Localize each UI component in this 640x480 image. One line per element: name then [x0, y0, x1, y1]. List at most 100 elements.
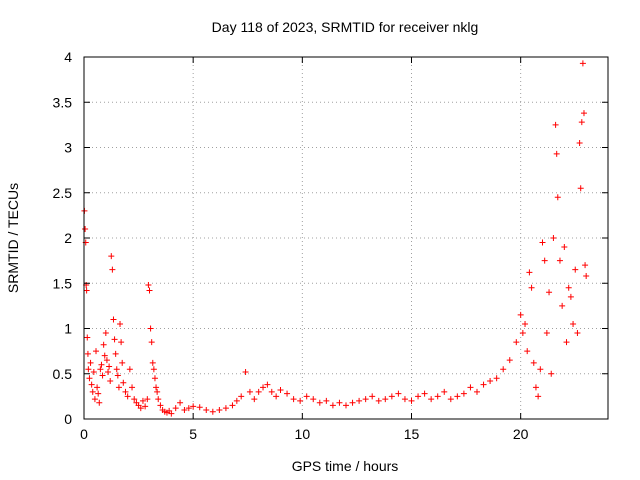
data-point [145, 282, 152, 289]
data-point [408, 397, 415, 404]
ticks [83, 56, 608, 420]
data-point [98, 361, 105, 368]
data-point [415, 393, 422, 400]
data-point [147, 325, 154, 332]
data-point [82, 225, 89, 232]
data-point [336, 399, 343, 406]
data-point [552, 121, 559, 128]
data-point [151, 375, 158, 382]
data-point [519, 330, 526, 337]
data-point [297, 397, 304, 404]
data-point [93, 348, 100, 355]
data-point [110, 316, 117, 323]
data-point [139, 397, 146, 404]
data-point [530, 359, 537, 366]
data-point [532, 384, 539, 391]
y-tick-label: 0.5 [53, 366, 73, 382]
data-point [567, 293, 574, 300]
data-point [565, 284, 572, 291]
data-point [124, 393, 131, 400]
x-tick-label: 20 [513, 426, 529, 442]
data-point [108, 253, 115, 260]
data-point [290, 396, 297, 403]
data-point [323, 397, 330, 404]
data-point [168, 410, 175, 417]
data-point [137, 405, 144, 412]
data-point [577, 185, 584, 192]
data-point [113, 366, 120, 373]
data-point [401, 396, 408, 403]
data-point [356, 397, 363, 404]
data-point [260, 384, 267, 391]
data-point [382, 396, 389, 403]
data-point [229, 402, 236, 409]
data-point [369, 393, 376, 400]
data-point [303, 393, 310, 400]
data-point [146, 287, 153, 294]
data-point [89, 388, 96, 395]
y-tick-label: 4 [64, 49, 72, 65]
data-point [177, 399, 184, 406]
data-point [84, 334, 91, 341]
data-point [150, 366, 157, 373]
y-tick-label: 2.5 [53, 185, 73, 201]
data-point [343, 402, 349, 409]
data-point [85, 366, 92, 373]
data-point [500, 366, 507, 373]
data-point [90, 368, 97, 375]
data-point [474, 388, 480, 395]
data-point [546, 289, 553, 296]
data-point [572, 266, 579, 273]
data-point [100, 341, 107, 348]
data-point [570, 320, 577, 327]
data-point [88, 381, 95, 388]
data-point [114, 372, 121, 379]
data-point [524, 348, 531, 355]
grid [84, 57, 608, 419]
data-point [142, 403, 149, 410]
data-point [582, 262, 589, 269]
data-point [155, 396, 162, 403]
data-point [233, 397, 240, 404]
data-point [526, 269, 533, 276]
data-point [563, 339, 570, 346]
data-point [157, 402, 164, 409]
data-point [480, 381, 487, 388]
data-point [97, 366, 104, 373]
data-point [181, 406, 188, 413]
data-point [84, 350, 91, 357]
data-point [268, 388, 275, 395]
y-axis-label: SRMTID / TECUs [5, 183, 21, 293]
data-point [559, 302, 566, 309]
data-point [428, 396, 435, 403]
data-point [153, 384, 160, 391]
y-tick-label: 0 [64, 411, 72, 427]
data-point [421, 390, 428, 397]
data-point [148, 339, 155, 346]
data-point [107, 377, 114, 384]
data-point [255, 388, 262, 395]
data-point [349, 399, 356, 406]
data-point [222, 405, 229, 412]
data-point [126, 366, 133, 373]
data-point [517, 311, 524, 318]
x-tick-label: 15 [404, 426, 420, 442]
data-point [447, 396, 454, 403]
y-tick-label: 1 [64, 321, 72, 337]
data-point [94, 384, 101, 391]
data-point [576, 139, 583, 146]
x-tick-label: 0 [80, 426, 88, 442]
y-tick-label: 3.5 [53, 94, 73, 110]
data-point [129, 384, 136, 391]
data-point [102, 330, 109, 337]
data-points [81, 60, 590, 417]
data-point [83, 287, 90, 294]
data-point [556, 257, 563, 264]
data-point [541, 257, 548, 264]
data-point [574, 330, 581, 337]
data-point [554, 194, 561, 201]
data-point [86, 375, 93, 382]
data-point [388, 393, 395, 400]
